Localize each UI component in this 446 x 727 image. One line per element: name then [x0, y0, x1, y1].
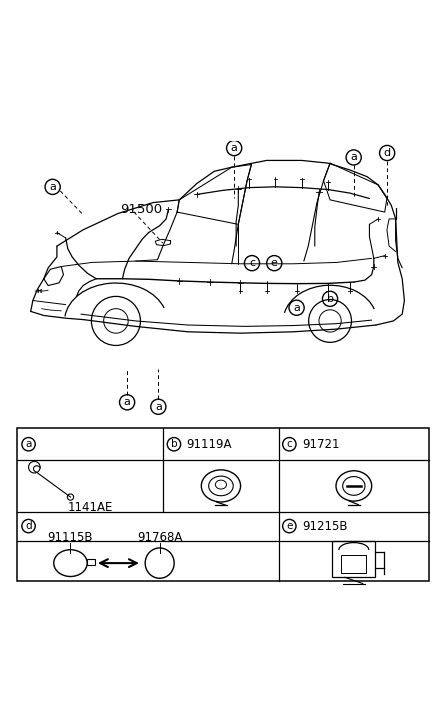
Text: a: a [350, 153, 357, 162]
Text: d: d [25, 521, 32, 531]
Text: a: a [293, 302, 300, 313]
Text: a: a [231, 143, 238, 153]
Text: a: a [25, 439, 32, 449]
Text: b: b [171, 439, 177, 449]
Text: 91119A: 91119A [186, 438, 232, 451]
Text: 91115B: 91115B [48, 531, 93, 545]
Text: a: a [124, 397, 131, 407]
Ellipse shape [215, 480, 227, 489]
Ellipse shape [145, 548, 174, 578]
Text: d: d [384, 148, 391, 158]
Text: c: c [286, 439, 292, 449]
Text: c: c [249, 258, 255, 268]
Bar [341, 555, 366, 574]
Ellipse shape [54, 550, 87, 577]
Text: 91768A: 91768A [137, 531, 182, 545]
Text: a: a [49, 182, 56, 192]
Text: 91721: 91721 [302, 438, 339, 451]
Text: 1141AE: 1141AE [67, 501, 113, 514]
Text: e: e [286, 521, 293, 531]
Bar [332, 541, 375, 577]
Bar [87, 559, 95, 566]
Text: 91215B: 91215B [302, 520, 347, 533]
Text: a: a [155, 402, 162, 411]
Text: 91500: 91500 [120, 203, 162, 216]
Text: b: b [326, 294, 334, 304]
Text: H: H [37, 289, 42, 294]
Bar [17, 428, 429, 581]
Text: e: e [271, 258, 278, 268]
